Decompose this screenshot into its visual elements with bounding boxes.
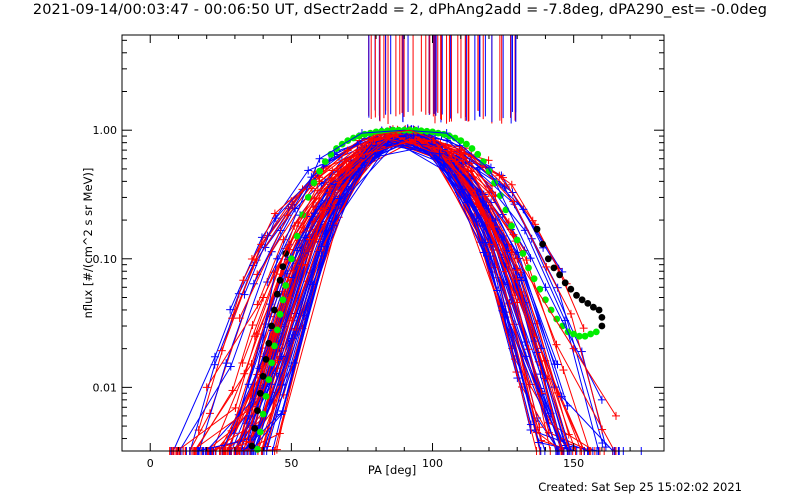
green-fit-point	[513, 236, 521, 244]
flux-trace	[176, 132, 516, 452]
black-fit-point	[248, 442, 256, 450]
green-fit-point	[474, 150, 482, 158]
y-tick-label: 0.01	[93, 381, 118, 394]
top-ticks	[368, 35, 517, 124]
black-fit-point	[533, 225, 541, 233]
black-fit-point	[262, 356, 270, 363]
black-fit-point	[273, 290, 281, 298]
black-fit-point	[256, 389, 264, 397]
black-fit-point	[561, 279, 569, 287]
black-fit-point	[556, 271, 563, 279]
black-fit-point	[595, 306, 603, 314]
green-fit-point	[575, 332, 583, 340]
green-fit-point	[282, 282, 290, 289]
green-fit-point	[259, 410, 267, 418]
green-fit-point	[451, 134, 459, 142]
green-fit-point	[547, 306, 555, 314]
green-fit-point	[304, 194, 312, 201]
plot-frame	[121, 34, 665, 452]
black-fit-point	[279, 263, 287, 270]
green-fit-point	[536, 285, 544, 293]
green-fit-point	[262, 393, 270, 400]
green-fit-point	[268, 359, 275, 367]
black-fit-point	[271, 306, 278, 314]
black-fit-point	[265, 339, 273, 347]
green-fit-point	[587, 330, 594, 338]
green-fit-point	[288, 255, 295, 263]
y-tick-label: 0.10	[93, 253, 118, 266]
green-fit-point	[570, 330, 578, 338]
series-line	[248, 129, 603, 416]
x-tick-label: 150	[563, 457, 584, 470]
created-timestamp: Created: Sat Sep 25 15:02:02 2021	[538, 480, 742, 494]
y-axis-label: nflux [#/(cm^2 s sr MeV)]	[81, 168, 95, 319]
green-fit-point	[581, 332, 589, 340]
plot-title: 2021-09-14/00:03:47 - 00:06:50 UT, dSect…	[32, 2, 768, 18]
black-fit-point	[254, 407, 261, 414]
green-fit-point	[367, 129, 374, 137]
green-fit-point	[417, 127, 425, 135]
green-fit-point	[457, 137, 465, 145]
black-fit-point	[573, 291, 580, 299]
green-fit-point	[355, 132, 363, 140]
green-fit-point	[434, 129, 442, 137]
green-fit-point	[256, 428, 264, 436]
green-fit-point	[519, 250, 527, 257]
green-fit-point	[310, 179, 318, 187]
axes-layer: 0 50 100 150 0.01 0.10 1.00	[93, 35, 664, 470]
black-fit-point	[598, 314, 606, 321]
x-tick-label: 0	[147, 457, 154, 470]
green-fit-point	[525, 264, 532, 272]
green-fit-point	[265, 376, 273, 383]
green-fit-point	[276, 310, 284, 318]
green-fit-point	[316, 167, 323, 175]
black-fit-point	[268, 322, 275, 330]
green-fit-point	[384, 127, 391, 135]
green-fit-point	[293, 232, 301, 240]
black-fit-point	[544, 255, 552, 263]
green-fit-point	[530, 275, 538, 283]
flux-trace	[219, 139, 524, 452]
flux-trace	[224, 134, 564, 452]
green-fit-point	[592, 328, 600, 336]
black-fit-point	[567, 285, 575, 293]
black-fit-point	[276, 276, 284, 284]
x-axis-label: PA [deg]	[368, 463, 416, 477]
green-fit-point	[321, 158, 329, 166]
x-tick-label: 50	[284, 457, 298, 470]
black-fit-point	[251, 425, 259, 432]
black-fit-point	[584, 300, 592, 307]
black-fit-point	[598, 322, 606, 330]
black-fit-point	[259, 372, 267, 380]
black-fit-point	[590, 303, 597, 311]
green-fit-point	[361, 130, 369, 138]
y-tick-label: 1.00	[93, 124, 118, 137]
black-fit-point	[578, 296, 586, 304]
green-fit-point	[553, 315, 561, 323]
green-fit-point	[271, 342, 278, 350]
x-tick-label: 100	[422, 457, 443, 470]
black-fit-point	[539, 240, 546, 248]
series-line	[206, 129, 617, 417]
green-fit-point	[273, 326, 281, 334]
green-fit-point	[468, 145, 476, 152]
flux-trace	[242, 140, 532, 452]
series-layer	[206, 126, 617, 453]
green-fit-point	[463, 140, 470, 148]
black-fit-point	[550, 264, 558, 272]
green-fit-point	[279, 296, 287, 304]
green-fit-point	[508, 222, 515, 230]
